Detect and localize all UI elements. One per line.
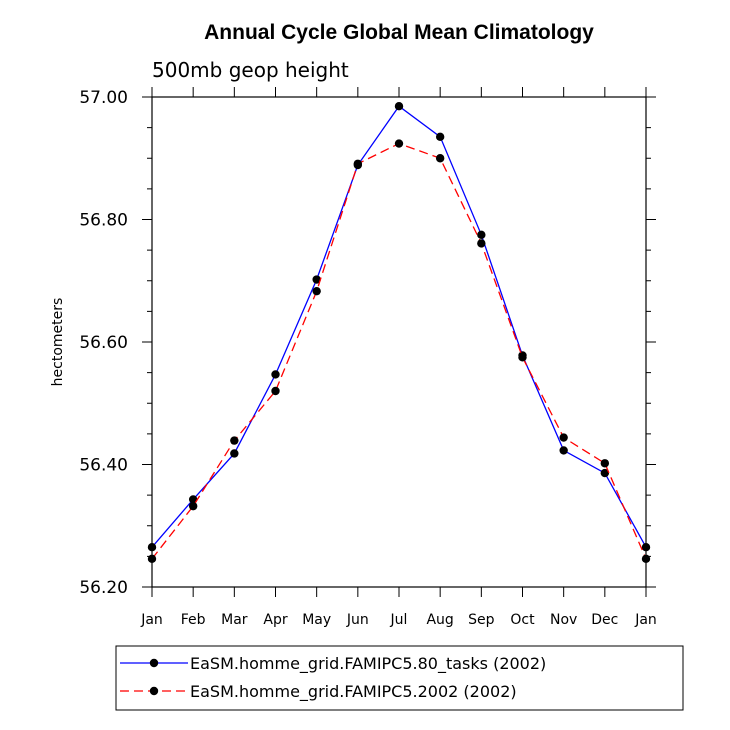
series-2 bbox=[147, 139, 651, 564]
x-tick-labels: Jan Feb Mar Apr May Jun Jul Aug Sep Oct Nov Dec Jan bbox=[140, 612, 657, 628]
data-point bbox=[477, 230, 486, 240]
data-point bbox=[518, 353, 527, 362]
legend-marker bbox=[149, 686, 159, 696]
plot-frame bbox=[151, 96, 647, 588]
x-tick-label: Mar bbox=[221, 612, 248, 628]
data-point bbox=[188, 495, 198, 504]
y-tick-label: 56.20 bbox=[79, 578, 128, 598]
chart-subtitle: 500mb geop height bbox=[152, 58, 349, 82]
series-line bbox=[151, 105, 647, 548]
series-group bbox=[147, 101, 651, 564]
data-point bbox=[435, 132, 445, 142]
data-point bbox=[559, 433, 568, 442]
series-line bbox=[151, 142, 647, 560]
data-point bbox=[435, 154, 445, 163]
data-point bbox=[353, 159, 363, 168]
data-point bbox=[188, 501, 198, 511]
y-tick-labels: 56.20 56.40 56.60 56.80 57.00 bbox=[79, 88, 128, 598]
chart-title: Annual Cycle Global Mean Climatology bbox=[204, 21, 594, 44]
data-point bbox=[271, 370, 280, 379]
y-tick-label: 56.80 bbox=[79, 211, 128, 231]
x-tick-label: Nov bbox=[550, 612, 577, 628]
data-point bbox=[600, 459, 610, 468]
x-tick-label: Sep bbox=[468, 612, 495, 628]
data-point bbox=[641, 542, 651, 552]
data-point bbox=[312, 286, 321, 296]
x-tick-label: Feb bbox=[181, 612, 206, 628]
x-tick-label: Jan bbox=[634, 612, 657, 628]
data-point bbox=[600, 468, 610, 478]
axis-ticks bbox=[142, 87, 656, 597]
legend-marker bbox=[149, 658, 159, 668]
data-point bbox=[147, 542, 157, 552]
legend: EaSM.homme_grid.FAMIPC5.80_tasks (2002) E… bbox=[120, 654, 546, 702]
x-tick-label: May bbox=[302, 612, 331, 628]
x-tick-label: Apr bbox=[263, 612, 287, 628]
data-point bbox=[230, 449, 239, 458]
x-tick-label: Jun bbox=[346, 612, 369, 628]
y-axis-label: hectometers bbox=[50, 298, 66, 387]
data-point bbox=[312, 275, 321, 284]
x-tick-label: Jan bbox=[140, 612, 163, 628]
x-tick-label: Oct bbox=[510, 612, 535, 628]
x-tick-label: Aug bbox=[426, 612, 453, 628]
legend-box bbox=[115, 645, 684, 711]
data-point bbox=[394, 101, 404, 111]
data-point bbox=[559, 446, 568, 455]
legend-entry-2: EaSM.homme_grid.FAMIPC5.2002 (2002) bbox=[120, 682, 517, 702]
series-1 bbox=[147, 101, 651, 552]
y-tick-label: 56.40 bbox=[79, 456, 128, 476]
legend-label: EaSM.homme_grid.FAMIPC5.80_tasks (2002) bbox=[190, 654, 546, 674]
y-tick-label: 56.60 bbox=[79, 333, 128, 353]
data-point bbox=[271, 386, 280, 396]
legend-entry-1: EaSM.homme_grid.FAMIPC5.80_tasks (2002) bbox=[120, 654, 546, 674]
data-point bbox=[230, 436, 239, 445]
y-tick-label: 57.00 bbox=[79, 88, 128, 108]
data-point bbox=[394, 139, 404, 148]
x-tick-label: Jul bbox=[390, 612, 408, 628]
data-point bbox=[147, 554, 157, 564]
x-tick-label: Dec bbox=[591, 612, 618, 628]
data-point bbox=[641, 554, 651, 564]
data-point bbox=[477, 239, 486, 248]
legend-label: EaSM.homme_grid.FAMIPC5.2002 (2002) bbox=[190, 682, 517, 702]
